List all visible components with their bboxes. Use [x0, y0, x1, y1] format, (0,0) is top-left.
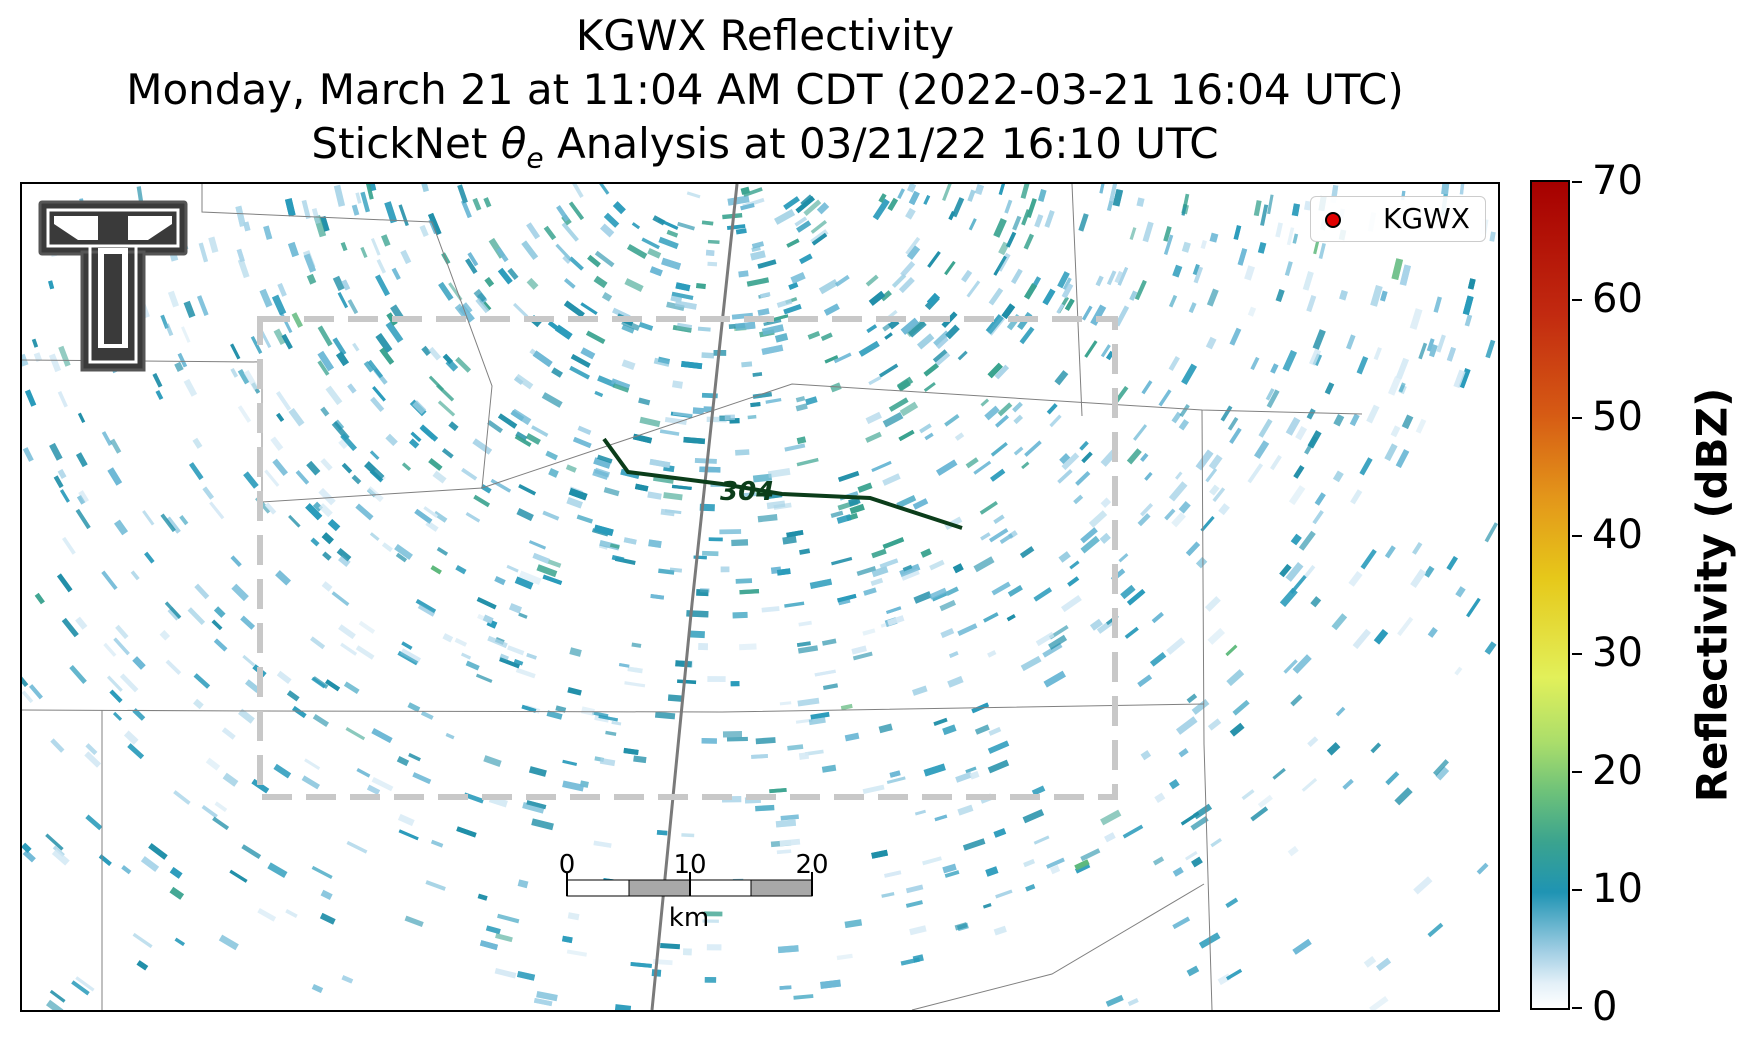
county-line [481, 383, 1363, 489]
scale-bar-seg-4 [750, 879, 813, 897]
analysis-domain-box [257, 316, 1118, 800]
theta-subscript: e [526, 141, 544, 175]
radar-site-marker-icon [1325, 212, 1341, 228]
title-line-1: KGWX Reflectivity [575, 11, 955, 60]
highway-line [650, 184, 739, 1010]
radar-map[interactable]: 304 [20, 182, 1500, 1012]
colorbar-tick-label: 0 [1592, 984, 1618, 1030]
title-line-2: Monday, March 21 at 11:04 AM CDT (2022-0… [126, 65, 1404, 114]
theta-symbol: θ [500, 119, 527, 168]
colorbar-tick [1572, 417, 1582, 419]
scale-unit: km [668, 903, 710, 933]
colorbar-tick-label: 10 [1592, 866, 1643, 912]
scale-label-10: 10 [673, 850, 707, 880]
county-boundaries [22, 184, 1363, 1010]
colorbar-tick [1572, 889, 1582, 891]
legend-label: KGWX [1383, 202, 1470, 235]
radar-map-canvas: 304 [22, 184, 1498, 1010]
county-line [1071, 184, 1083, 417]
contour-label: 304 [720, 477, 774, 507]
scale-label-0: 0 [558, 850, 576, 880]
colorbar-tick-label: 20 [1592, 748, 1643, 794]
title-line-3: StickNet θe Analysis at 03/21/22 16:10 U… [20, 120, 1510, 182]
reflectivity-echoes [22, 184, 1498, 1010]
colorbar-tick [1572, 1007, 1582, 1009]
colorbar-tick-label: 40 [1592, 512, 1643, 558]
colorbar-label: Reflectivity (dBZ) [1687, 387, 1737, 803]
colorbar-tick [1572, 299, 1582, 301]
colorbar-tick-label: 60 [1592, 276, 1643, 322]
texas-tech-logo-icon [38, 200, 188, 372]
colorbar-tick [1572, 771, 1582, 773]
theta-e-contour [602, 437, 963, 530]
colorbar-tick [1572, 535, 1582, 537]
scale-bar-seg-3 [689, 879, 752, 897]
scale-label-20: 20 [795, 850, 829, 880]
colorbar-tick [1572, 181, 1582, 183]
reflectivity-colorbar [1530, 180, 1570, 1010]
legend: KGWX [1310, 196, 1486, 242]
colorbar-tick-label: 50 [1592, 394, 1643, 440]
scale-bar-seg-2 [628, 879, 691, 897]
county-line [22, 703, 1205, 713]
county-line [1201, 409, 1213, 1010]
colorbar-tick-label: 30 [1592, 630, 1643, 676]
scale-bar [566, 872, 813, 897]
scale-bar-seg-1 [566, 879, 630, 897]
title-line-3-prefix: StickNet [311, 119, 501, 168]
colorbar-tick-label: 70 [1592, 158, 1643, 204]
county-line [911, 883, 1205, 1010]
title-line-3-suffix: Analysis at 03/21/22 16:10 UTC [543, 119, 1219, 168]
colorbar-tick [1572, 653, 1582, 655]
